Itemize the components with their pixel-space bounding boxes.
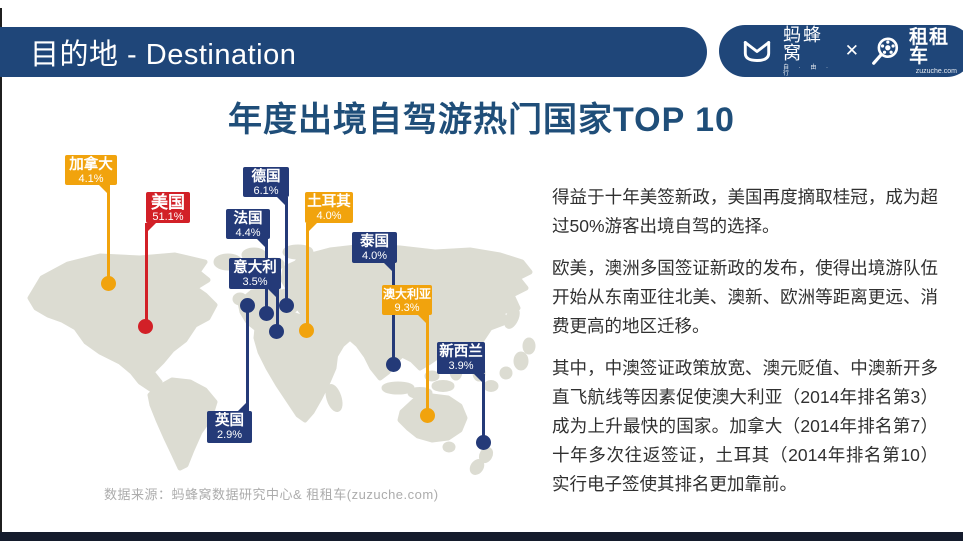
pin-dot: [259, 306, 274, 321]
pin-country-label: 美国: [151, 193, 185, 212]
pin-percent-label: 4.0%: [316, 210, 342, 222]
map-pin-thailand: 泰国 4.0%: [352, 232, 397, 263]
pin-country-label: 意大利: [233, 260, 277, 276]
map-pin-australia: 澳大利亚 9.3%: [382, 285, 432, 315]
pin-tail: [474, 374, 485, 385]
paragraph-1: 得益于十年美签新政，美国再度摘取桂冠，成为超过50%游客出境自驾的选择。: [552, 187, 938, 236]
data-source-note: 数据来源：蚂蜂窝数据研究中心& 租租车(zuzuche.com): [104, 487, 439, 502]
pin-dot: [240, 298, 255, 313]
pin-dot: [420, 408, 435, 423]
pin-country-label: 泰国: [360, 234, 389, 250]
map-africa: [253, 311, 339, 423]
pin-country-label: 新西兰: [439, 344, 483, 360]
map-north-america: [27, 252, 218, 393]
paragraph-2: 欧美，澳洲多国签证新政的发布，使得出境游队伍开始从东南亚往北美、澳新、欧洲等距离…: [552, 258, 938, 336]
pin-stem: [482, 374, 485, 443]
pin-stem: [246, 312, 249, 411]
collab-x-icon: ✕: [844, 41, 859, 60]
pin-percent-label: 4.4%: [235, 227, 261, 239]
map-pin-uk: 英国 2.9%: [207, 411, 252, 443]
paragraph-3: 其中，中澳签证政策放宽、澳元贬值、中澳新开多直飞航线等因素促使澳大利亚（2014…: [552, 358, 938, 494]
pin-dot: [299, 323, 314, 338]
map-pin-canada: 加拿大 4.1%: [65, 155, 117, 185]
logo-pill: 蚂蜂窝 自 · 由 · 行 ✕ 租租车 zuzuche.com: [719, 25, 963, 77]
zuzuche-domain: zuzuche.com: [915, 67, 957, 75]
pin-dot: [269, 324, 284, 339]
header-bar: 目的地 - Destination: [0, 27, 707, 77]
mafengwo-slogan: 自 · 由 · 行: [783, 64, 832, 77]
pin-tail: [306, 223, 317, 234]
left-border: [0, 8, 2, 533]
pin-stem: [306, 223, 309, 331]
map-pin-new-zealand: 新西兰 3.9%: [437, 342, 485, 374]
pin-dot: [138, 319, 153, 334]
mafengwo-name: 蚂蜂窝: [783, 24, 823, 63]
pin-country-label: 法国: [233, 211, 263, 227]
pin-percent-label: 2.9%: [216, 429, 243, 441]
main-title: 年度出境自驾游热门国家TOP 10: [228, 101, 735, 139]
pin-tail: [238, 400, 249, 411]
pin-percent-label: 9.3%: [394, 302, 420, 314]
pin-dot: [386, 357, 401, 372]
pin-percent-label: 4.1%: [78, 173, 104, 185]
zuzuche-wordmark: 租租车 zuzuche.com: [909, 28, 957, 75]
zuzuche-name: 租租车: [908, 26, 949, 67]
pin-country-label: 英国: [215, 413, 244, 429]
map-pin-italy: 意大利 3.5%: [229, 258, 281, 289]
bottom-bar: [0, 532, 963, 541]
pin-percent-label: 3.9%: [448, 360, 474, 372]
pin-dot: [476, 435, 491, 450]
pin-percent-label: 6.1%: [253, 185, 279, 197]
pin-tail: [99, 185, 110, 196]
pin-country-label: 加拿大: [69, 157, 113, 173]
description-column: 得益于十年美签新政，美国再度摘取桂冠，成为超过50%游客出境自驾的选择。 欧美，…: [552, 183, 938, 512]
pin-tail: [257, 239, 268, 250]
pin-country-label: 澳大利亚: [382, 287, 431, 301]
pin-tail: [277, 197, 288, 208]
zuzuche-logo-icon: [872, 37, 899, 65]
pin-percent-label: 4.0%: [361, 250, 388, 262]
page-title: 目的地 - Destination: [30, 39, 297, 71]
pin-percent-label: 51.1%: [152, 211, 184, 223]
map-pin-france: 法国 4.4%: [226, 209, 270, 239]
mafengwo-logo-icon: [743, 40, 771, 62]
mafengwo-wordmark: 蚂蜂窝 自 · 由 · 行: [783, 26, 835, 77]
pin-tail: [384, 263, 395, 274]
pin-stem: [426, 315, 429, 416]
map-pin-usa: 美国 51.1%: [146, 192, 190, 223]
pin-tail: [418, 315, 429, 326]
map-south-america: [147, 377, 218, 471]
map-pin-turkey: 土耳其 4.0%: [305, 192, 353, 223]
pin-stem: [107, 185, 110, 284]
pin-percent-label: 3.5%: [242, 276, 268, 288]
map-pin-germany: 德国 6.1%: [243, 167, 289, 197]
pin-dot: [101, 276, 116, 291]
pin-tail: [268, 289, 279, 300]
pin-stem: [285, 197, 288, 306]
pin-country-label: 土耳其: [307, 194, 351, 210]
pin-dot: [279, 298, 294, 313]
pin-tail: [145, 223, 156, 234]
pin-stem: [145, 223, 148, 327]
pin-country-label: 德国: [251, 169, 281, 185]
